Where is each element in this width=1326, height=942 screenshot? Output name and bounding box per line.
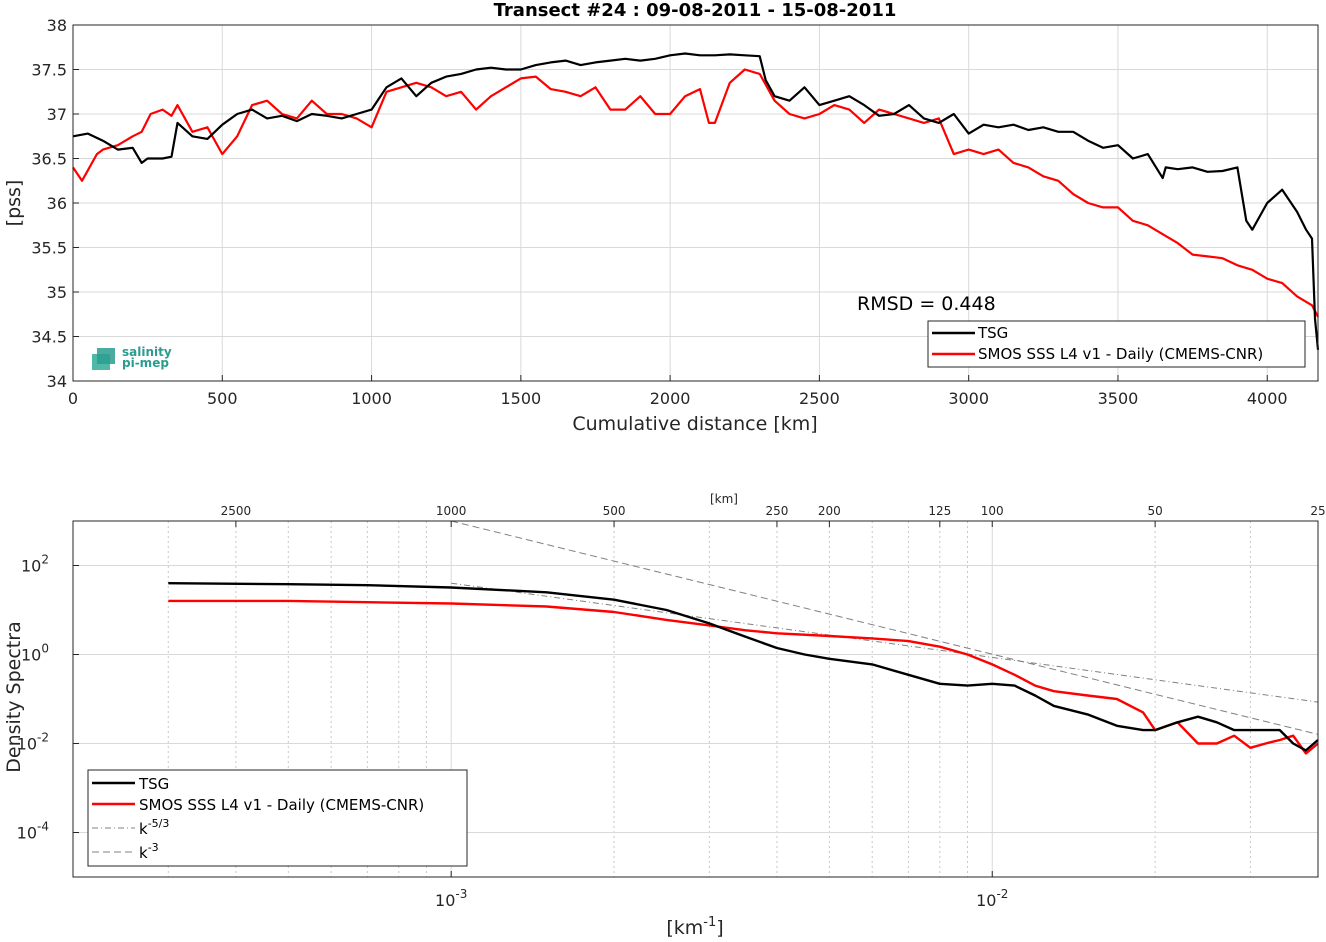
salinity-pi-mep-logo: salinity pi-mep [92, 345, 172, 370]
bottom-top-tick-label: 100 [981, 504, 1004, 518]
bottom-top-tick-label: 250 [765, 504, 788, 518]
bottom-legend-label-tsg: TSG [138, 775, 169, 793]
top-y-tick-label: 34 [47, 372, 67, 391]
bottom-x-tick-label: 10-3 [435, 887, 467, 910]
top-x-axis-label: Cumulative distance [km] [572, 413, 817, 435]
bottom-series-line-tsg [168, 582, 1319, 752]
bottom-top-tick-label: 50 [1147, 504, 1162, 518]
bottom-axes-box [72, 520, 1319, 878]
top-x-tick-label: 2500 [799, 389, 840, 408]
logo-text-salinity: salinity [122, 345, 172, 359]
top-legend: TSG SMOS SSS L4 v1 - Daily (CMEMS-CNR) [927, 320, 1306, 368]
top-x-tick-label: 3000 [948, 389, 989, 408]
top-y-tick-label: 37 [47, 105, 67, 124]
bottom-legend-label-smos: SMOS SSS L4 v1 - Daily (CMEMS-CNR) [139, 796, 424, 814]
bottom-x-axis-label: [km-1] [666, 915, 723, 939]
bottom-y-tick-label: 100 [21, 642, 49, 665]
bottom-y-tick-label: 102 [21, 553, 49, 576]
top-x-tick-label: 2000 [650, 389, 691, 408]
top-x-tick-label: 0 [68, 389, 78, 408]
bottom-series-line-smos [168, 599, 1319, 755]
top-y-tick-label: 34.5 [31, 328, 67, 347]
bottom-top-tick-label: 25 [1310, 504, 1325, 518]
logo-mark-front [97, 348, 115, 364]
top-y-axis-label: [pss] [3, 180, 25, 227]
bottom-y-tick-label: 10-4 [17, 820, 49, 843]
bottom-series [168, 520, 1319, 755]
bottom-top-axis-label: [km] [710, 492, 738, 506]
top-series [72, 52, 1320, 350]
top-ticks: 0 500 1000 1500 2000 2500 3000 3500 4000 34 34.5 35… [31, 16, 1287, 408]
top-series-line-tsg [72, 52, 1320, 350]
top-legend-label-tsg: TSG [977, 324, 1008, 342]
top-y-tick-label: 35.5 [31, 239, 67, 258]
bottom-top-tick-label: 500 [603, 504, 626, 518]
top-series-line-smos [72, 68, 1319, 318]
top-legend-box [927, 320, 1306, 368]
top-x-tick-label: 1000 [351, 389, 392, 408]
bottom-top-tick-label: 2500 [221, 504, 252, 518]
top-chart-title: Transect #24 : 09-08-2011 - 15-08-2011 [494, 0, 897, 21]
top-x-tick-label: 3500 [1098, 389, 1139, 408]
top-x-tick-label: 4000 [1247, 389, 1288, 408]
bottom-top-tick-label: 200 [818, 504, 841, 518]
logo-text-pi-mep: pi-mep [122, 356, 169, 370]
bottom-x-tick-label: 10-2 [976, 887, 1008, 910]
top-x-tick-label: 500 [207, 389, 238, 408]
top-y-tick-label: 38 [47, 16, 67, 35]
bottom-y-axis-label: Density Spectra [3, 621, 25, 772]
top-legend-label-smos: SMOS SSS L4 v1 - Daily (CMEMS-CNR) [978, 345, 1263, 363]
bottom-top-tick-label: 1000 [436, 504, 467, 518]
top-y-tick-label: 36.5 [31, 150, 67, 169]
bottom-series-line-k53 [451, 582, 1319, 703]
bottom-top-tick-label: 125 [928, 504, 951, 518]
bottom-legend: TSG SMOS SSS L4 v1 - Daily (CMEMS-CNR) k… [87, 769, 468, 867]
top-panel: 0 500 1000 1500 2000 2500 3000 3500 4000 34 34.5 35… [3, 0, 1320, 435]
top-y-tick-label: 37.5 [31, 61, 67, 80]
bottom-series-line-k3 [451, 520, 1319, 735]
top-x-tick-label: 1500 [500, 389, 541, 408]
rmsd-annotation: RMSD = 0.448 [857, 293, 996, 315]
top-y-tick-label: 36 [47, 194, 67, 213]
top-y-tick-label: 35 [47, 283, 67, 302]
bottom-legend-box [87, 769, 468, 867]
